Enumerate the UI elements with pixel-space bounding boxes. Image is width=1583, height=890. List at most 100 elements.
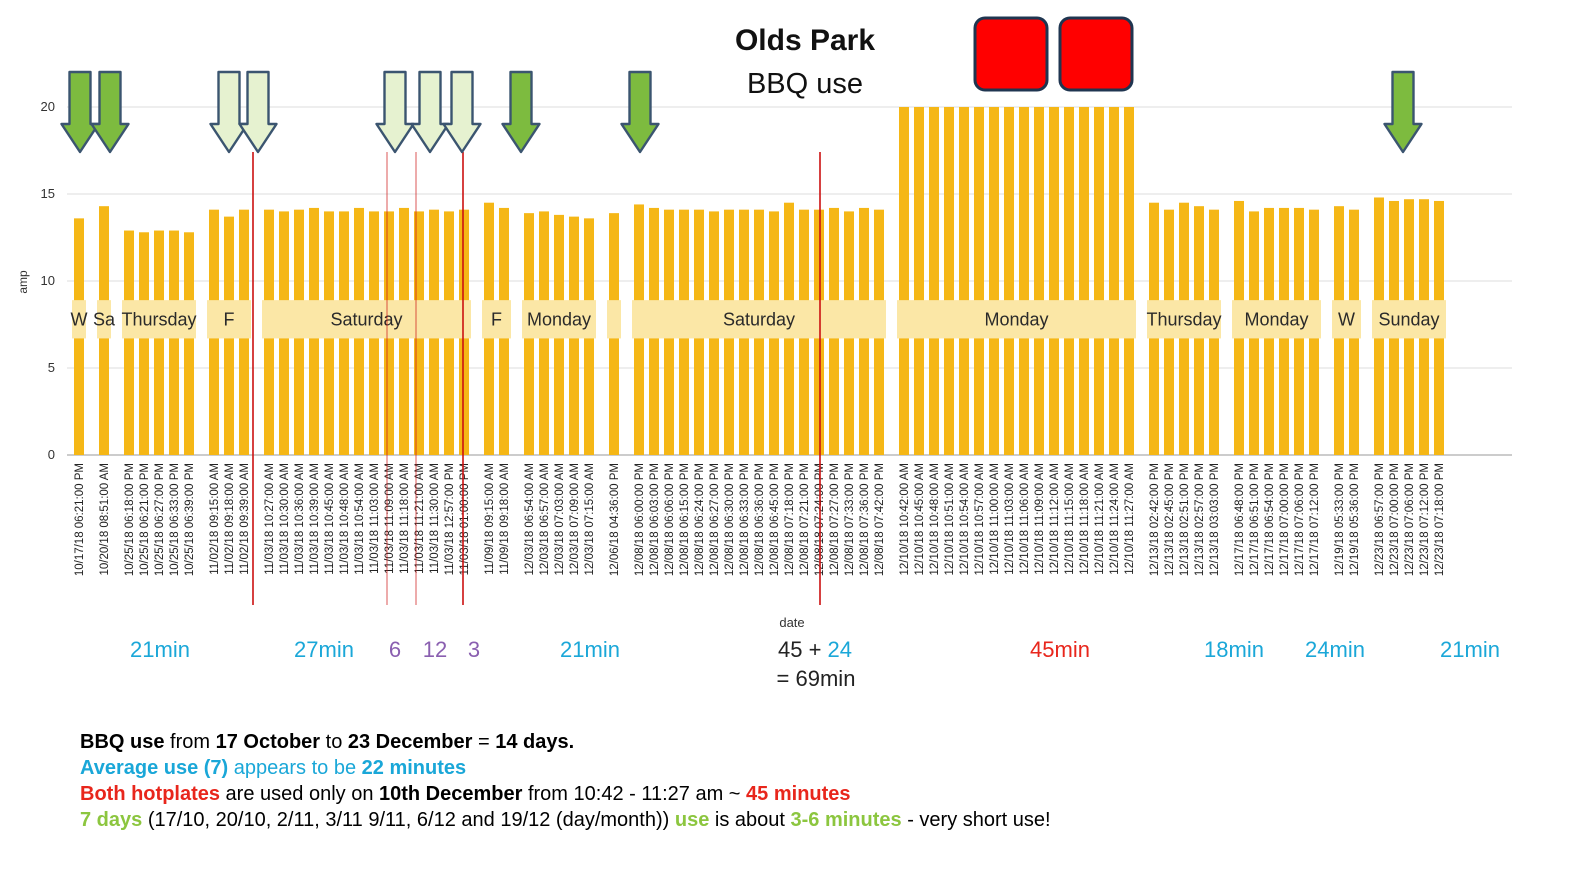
x-tick-label: 12/10/18 11:09:00 AM <box>1034 463 1046 575</box>
day-label: Sa <box>93 309 116 329</box>
x-tick-label: 12/17/18 06:48:00 PM <box>1234 463 1246 576</box>
bar <box>974 107 984 455</box>
bbq-usage-chart: 0 5 10 15 20 amp date 10/17/18 06:21:00 PM 10/20… <box>16 16 1512 630</box>
note-text: 14 days. <box>495 731 575 753</box>
note-text: 10th December <box>379 783 523 805</box>
day-band <box>207 300 251 339</box>
saturday-total-line2: = 69min <box>776 666 856 691</box>
day-band <box>122 300 196 339</box>
duration-label: 6 <box>388 637 402 662</box>
x-tick-label: 12/10/18 10:42:00 AM <box>899 463 911 576</box>
down-arrow-icon <box>209 70 249 154</box>
x-tick-label: 12/08/18 06:24:00 PM <box>694 463 706 576</box>
day-band <box>632 300 886 339</box>
x-tick-label: 12/08/18 06:15:00 PM <box>679 463 691 576</box>
day-band <box>1332 300 1361 339</box>
bar <box>1124 107 1134 455</box>
day-band <box>897 300 1136 339</box>
x-tick-label: 11/03/18 10:45:00 AM <box>324 463 336 575</box>
duration-label: 3 <box>467 637 481 662</box>
x-tick-label: 12/08/18 07:21:00 PM <box>799 463 811 576</box>
x-tick-label: 12/08/18 07:36:00 PM <box>859 463 871 576</box>
day-label: F <box>491 309 502 329</box>
bar <box>1019 107 1029 455</box>
x-tick-label: 11/03/18 10:36:00 AM <box>294 463 306 575</box>
x-tick-label: 10/25/18 06:21:00 PM <box>139 463 151 576</box>
note-line-1: BBQ use from 17 October to 23 December =… <box>80 729 1051 755</box>
chart-subtitle: BBQ use <box>746 68 864 100</box>
day-label: Saturday <box>723 309 795 329</box>
x-tick-label: 12/17/18 07:00:00 PM <box>1279 463 1291 576</box>
x-tick-label: 10/20/18 08:51:00 AM <box>99 463 111 576</box>
x-tick-label: 12/03/18 07:09:00 AM <box>569 463 581 576</box>
x-tick-label: 11/03/18 11:30:00 AM <box>429 463 441 574</box>
day-band <box>482 300 511 339</box>
bar <box>1079 107 1089 455</box>
note-text: = <box>472 731 496 753</box>
x-tick-label: 12/13/18 02:42:00 PM <box>1149 463 1161 576</box>
x-tick-label: 12/03/18 06:54:00 AM <box>524 463 536 576</box>
duration-label: 21min <box>130 637 190 662</box>
x-tick-label: 12/23/18 06:57:00 PM <box>1374 463 1386 576</box>
x-tick-label: 12/08/18 07:42:00 PM <box>874 463 886 576</box>
y-tick-label: 5 <box>48 360 55 375</box>
x-tick-label: 12/08/18 06:27:00 PM <box>709 463 721 576</box>
down-arrow-icon <box>1383 70 1423 154</box>
day-band <box>1232 300 1321 339</box>
duration-label: 21min <box>1440 637 1500 662</box>
x-tick-label: 12/10/18 10:57:00 AM <box>974 463 986 576</box>
hotplate-icon <box>1058 16 1134 92</box>
bar <box>1049 107 1059 455</box>
x-tick-label: 12/19/18 05:33:00 PM <box>1334 463 1346 576</box>
x-tick-label: 12/03/18 07:15:00 AM <box>584 463 596 576</box>
x-tick-label: 12/10/18 10:48:00 AM <box>929 463 941 576</box>
x-tick-label: 12/08/18 07:27:00 PM <box>829 463 841 576</box>
saturday-total-a: 45 <box>777 637 803 662</box>
note-text: from <box>164 731 216 753</box>
x-tick-label: 12/10/18 11:27:00 AM <box>1124 463 1136 575</box>
day-label: Monday <box>1244 309 1308 329</box>
day-label: W <box>1338 309 1355 329</box>
x-tick-label: 12/03/18 07:03:00 AM <box>554 463 566 576</box>
note-text: 17 October <box>215 731 321 753</box>
x-tick-label: 12/08/18 06:45:00 PM <box>769 463 781 576</box>
note-text: 23 December <box>347 731 473 753</box>
note-text: are used only on <box>220 783 379 805</box>
note-text: 22 minutes <box>361 757 467 779</box>
down-arrow-icon <box>90 70 130 154</box>
bar <box>959 107 969 455</box>
x-tick-label: 12/19/18 05:36:00 PM <box>1349 463 1361 576</box>
x-tick-label: 11/09/18 09:18:00 AM <box>499 463 511 575</box>
day-label: Monday <box>984 309 1048 329</box>
day-band <box>262 300 471 339</box>
x-tick-label: 12/08/18 06:00:00 PM <box>634 463 646 576</box>
x-tick-label: 12/10/18 11:12:00 AM <box>1049 463 1061 575</box>
x-tick-label: 12/10/18 11:24:00 AM <box>1109 463 1121 575</box>
x-tick-label: 12/23/18 07:12:00 PM <box>1419 463 1431 576</box>
x-tick-label: 11/03/18 12:57:00 PM <box>444 463 456 575</box>
day-band <box>1147 300 1221 339</box>
note-text: is about <box>709 809 791 831</box>
x-tick-label: 11/03/18 10:30:00 AM <box>279 463 291 575</box>
x-tick-label: 12/08/18 06:06:00 PM <box>664 463 676 576</box>
x-tick-label: 11/02/18 09:15:00 AM <box>209 463 221 575</box>
duration-label: 12 <box>422 637 448 662</box>
day-band <box>1372 300 1446 339</box>
saturday-total-line1: 45 + 24 <box>778 637 852 663</box>
x-tick-label: 12/08/18 06:33:00 PM <box>739 463 751 576</box>
note-text: 45 minutes <box>746 783 851 805</box>
note-text: to <box>320 731 348 753</box>
x-tick-label: 12/23/18 07:06:00 PM <box>1404 463 1416 576</box>
x-tick-label: 12/10/18 10:54:00 AM <box>959 463 971 576</box>
note-text: from 10:42 - 11:27 am ~ <box>522 783 747 805</box>
day-label: Monday <box>527 309 591 329</box>
bar <box>944 107 954 455</box>
x-tick-label: 12/17/18 06:51:00 PM <box>1249 463 1261 576</box>
x-tick-label: 12/10/18 11:15:00 AM <box>1064 463 1076 575</box>
bar <box>1094 107 1104 455</box>
note-text: 7 days <box>80 809 143 831</box>
day-band <box>607 300 621 339</box>
x-tick-label: 12/10/18 10:51:00 AM <box>944 463 956 576</box>
x-tick-label: 12/23/18 07:18:00 PM <box>1434 463 1446 576</box>
down-arrow-icon <box>442 70 482 154</box>
